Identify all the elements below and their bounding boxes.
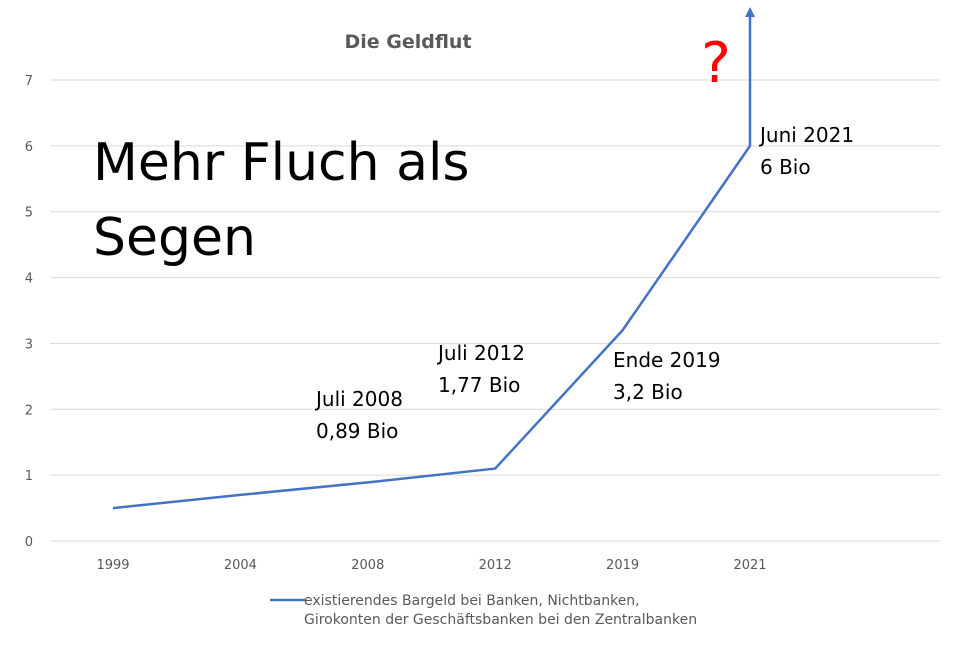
y-tick-label: 3 (25, 337, 33, 352)
x-tick-label: 2021 (733, 558, 766, 573)
x-tick-label: 1999 (96, 558, 129, 573)
chart-title: Die Geldflut (344, 31, 471, 53)
annotation-line: 3,2 Bio (613, 380, 683, 404)
y-tick-label: 7 (25, 74, 33, 89)
series-group (112, 7, 755, 510)
annotation-line: 0,89 Bio (316, 419, 398, 443)
annotation-line: Juni 2021 (758, 123, 854, 147)
annotation-line: Juli 2008 (314, 387, 403, 411)
annotation-line: Juli 2012 (436, 341, 525, 365)
headline-group: Mehr Fluch als Segen (93, 133, 470, 268)
y-tick-label: 6 (25, 140, 33, 155)
question-mark: ? (701, 31, 731, 96)
x-tick-label: 2008 (351, 558, 384, 573)
gridlines (50, 79, 940, 542)
annotation-line: 1,77 Bio (438, 373, 520, 397)
series-line (112, 145, 752, 510)
y-tick-label: 5 (25, 206, 33, 221)
y-axis-tick-labels: 0 1 2 3 4 5 6 7 (25, 74, 33, 550)
headline-text: Mehr Fluch als Segen (93, 133, 470, 268)
x-tick-label: 2004 (224, 558, 257, 573)
annotations-group: Juli 2008 0,89 Bio Juli 2012 1,77 Bio Ende 2… (314, 123, 854, 443)
legend-label: existierendes Bargeld bei Banken, Nichtb… (304, 593, 697, 628)
legend-label-line: Girokonten der Geschäftsbanken bei den Z… (304, 612, 697, 628)
x-tick-label: 2012 (479, 558, 512, 573)
annotation: Juli 2012 1,77 Bio (436, 341, 525, 397)
y-tick-label: 0 (25, 535, 33, 550)
y-tick-label: 2 (25, 403, 33, 418)
annotation-line: 6 Bio (760, 155, 811, 179)
annotation: Juni 2021 6 Bio (758, 123, 854, 179)
annotation-line: Ende 2019 (613, 348, 721, 372)
legend-label-line: existierendes Bargeld bei Banken, Nichtb… (304, 593, 640, 609)
x-axis-tick-labels: 1999 2004 2008 2012 2019 2021 (96, 558, 766, 573)
legend: existierendes Bargeld bei Banken, Nichtb… (270, 593, 697, 628)
headline-line: Segen (93, 208, 256, 268)
x-tick-label: 2019 (606, 558, 639, 573)
annotation: Juli 2008 0,89 Bio (314, 387, 403, 443)
headline-line: Mehr Fluch als (93, 133, 470, 193)
y-tick-label: 1 (25, 469, 33, 484)
annotation: Ende 2019 3,2 Bio (613, 348, 721, 404)
y-tick-label: 4 (25, 272, 33, 287)
